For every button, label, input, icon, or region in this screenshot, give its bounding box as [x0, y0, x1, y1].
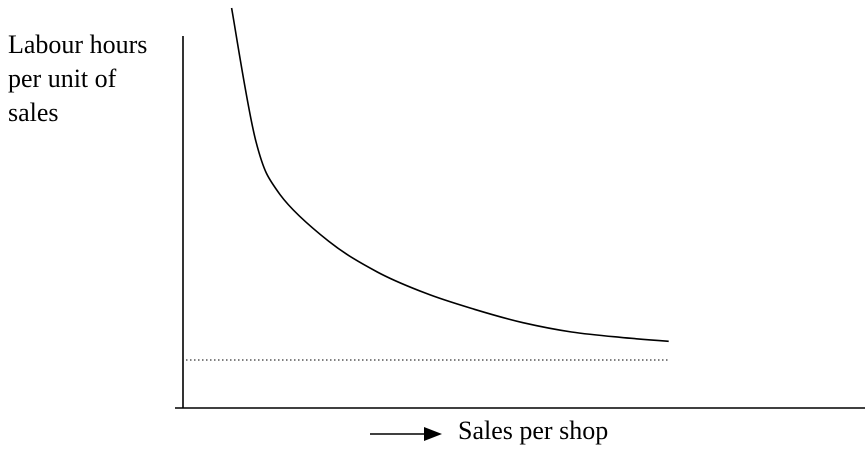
arrow-head	[424, 427, 442, 441]
y-axis-label: Labour hours per unit of sales	[8, 28, 183, 130]
x-axis-label: Sales per shop	[458, 416, 609, 445]
y-axis-label-line-3: sales	[8, 98, 59, 127]
y-axis-label-line-1: Labour hours	[8, 30, 148, 59]
y-axis-label-line-2: per unit of	[8, 64, 117, 93]
x-direction-arrow	[370, 427, 442, 441]
curve-line	[230, 7, 669, 343]
